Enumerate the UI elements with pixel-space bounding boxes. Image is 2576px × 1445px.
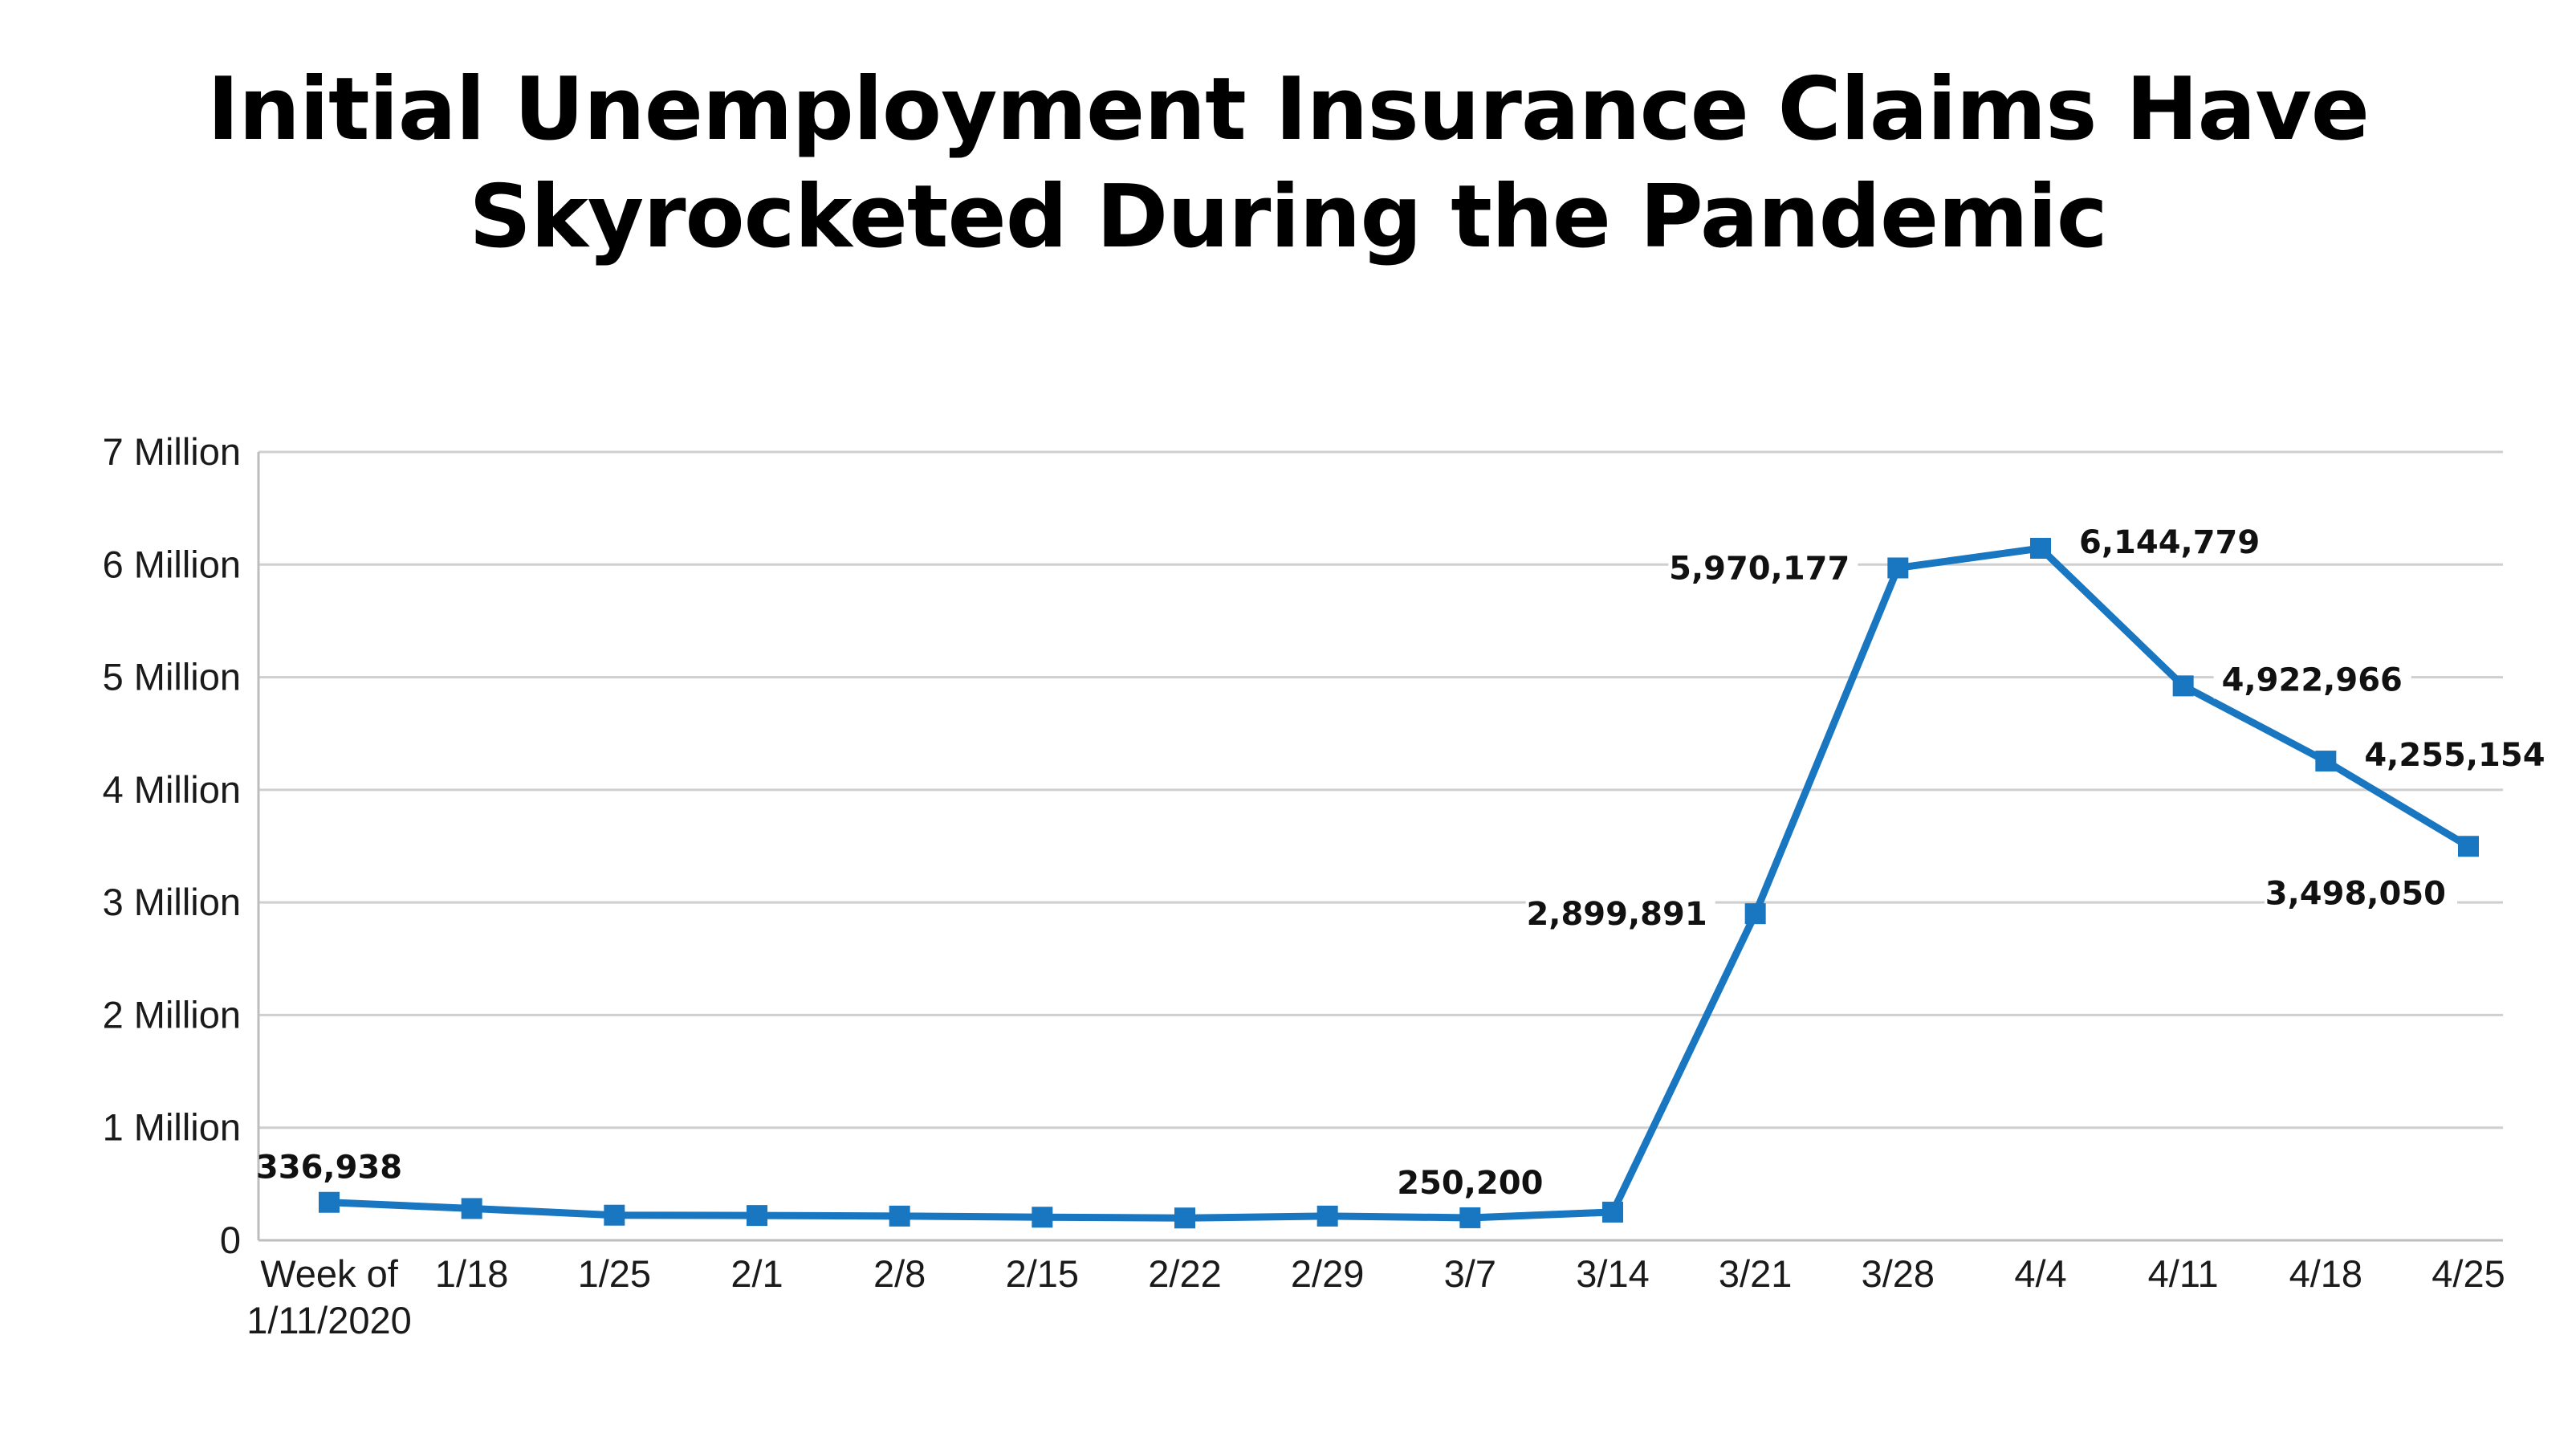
x-tick-label: 4/4	[2014, 1252, 2066, 1295]
data-point-marker	[461, 1198, 482, 1219]
data-label: 250,200	[1397, 1165, 1543, 1202]
x-tick-label: 1/25	[578, 1252, 651, 1295]
data-point-marker	[1174, 1207, 1195, 1229]
x-tick-label: 4/25	[2432, 1252, 2505, 1295]
data-point-marker	[604, 1204, 625, 1226]
x-tick-label: 3/7	[1444, 1252, 1496, 1295]
data-point-marker	[2030, 537, 2051, 559]
data-point-marker	[1744, 903, 1766, 925]
data-point-marker	[2172, 675, 2194, 697]
y-axis-tick-labels: 0 1 Million 2 Million 3 Million 4 Million 5 M…	[103, 430, 241, 1261]
x-tick-label: 2/22	[1148, 1252, 1221, 1295]
x-axis-tick-labels: Week of 1/11/2020 1/18 1/25 2/1 2/8 2/15 2/22 2/…	[246, 1252, 2505, 1341]
x-tick-label: 2/1	[730, 1252, 783, 1295]
y-tick-label: 5 Million	[103, 656, 241, 698]
data-label: 2,899,891	[1526, 896, 1707, 933]
series-line	[325, 544, 2472, 1222]
x-tick-label: 3/14	[1576, 1252, 1649, 1295]
y-tick-label: 2 Million	[103, 993, 241, 1036]
chart-title-line-1: Initial Unemployment Insurance Claims Ha…	[206, 59, 2370, 160]
axes	[257, 452, 2503, 1242]
series-line-layer	[325, 544, 2472, 1222]
data-label-background	[2071, 519, 2269, 561]
data-point-marker	[1887, 557, 1909, 579]
data-label-background	[2356, 732, 2554, 775]
data-label: 5,970,177	[1669, 550, 1850, 587]
data-label: 6,144,779	[2079, 524, 2260, 561]
data-label: 336,938	[256, 1150, 402, 1187]
data-label: 4,922,966	[2222, 661, 2403, 698]
x-tick-label: 4/18	[2289, 1252, 2362, 1295]
data-point-marker	[889, 1205, 910, 1227]
x-tick-label: 4/11	[2148, 1252, 2219, 1295]
data-point-marker	[319, 1191, 340, 1213]
data-label: 4,255,154	[2364, 737, 2545, 774]
data-label-background	[1525, 889, 1715, 932]
data-label-background	[1668, 543, 1858, 586]
data-point-marker	[2458, 836, 2479, 857]
y-tick-label: 4 Million	[103, 768, 241, 811]
data-point-marker	[1459, 1207, 1481, 1228]
chart-title-line-2: Skyrocketed During the Pandemic	[469, 167, 2108, 267]
y-tick-label: 3 Million	[103, 881, 241, 923]
chart-title: Initial Unemployment Insurance Claims Ha…	[0, 56, 2576, 271]
data-point-marker	[1316, 1205, 1338, 1227]
y-tick-label: 1 Million	[103, 1106, 241, 1149]
x-tick-label: 2/15	[1006, 1252, 1079, 1295]
x-tick-label: 2/29	[1291, 1252, 1364, 1295]
x-tick-label: Week of 1/11/2020	[246, 1252, 412, 1341]
data-point-marker	[747, 1205, 767, 1227]
data-label-background	[2213, 657, 2411, 699]
data-point-marker	[1602, 1201, 1623, 1223]
gridlines	[258, 450, 2503, 1130]
data-labels: 336,938 250,200 2,899,891 5,970,177 6,144,77…	[256, 519, 2554, 1202]
data-label: 3,498,050	[2265, 875, 2446, 912]
x-tick-label: 2/8	[873, 1252, 926, 1295]
x-tick-label: 1/18	[435, 1252, 508, 1295]
x-tick-label: 3/21	[1719, 1252, 1792, 1295]
series-markers	[319, 537, 2479, 1229]
data-label-background	[2265, 877, 2457, 919]
data-point-marker	[2315, 751, 2337, 772]
y-tick-label: 7 Million	[103, 430, 241, 473]
x-tick-label: 3/28	[1862, 1252, 1935, 1295]
y-tick-label: 6 Million	[103, 543, 241, 585]
data-point-marker	[1032, 1207, 1053, 1228]
y-tick-label: 0	[220, 1219, 241, 1261]
